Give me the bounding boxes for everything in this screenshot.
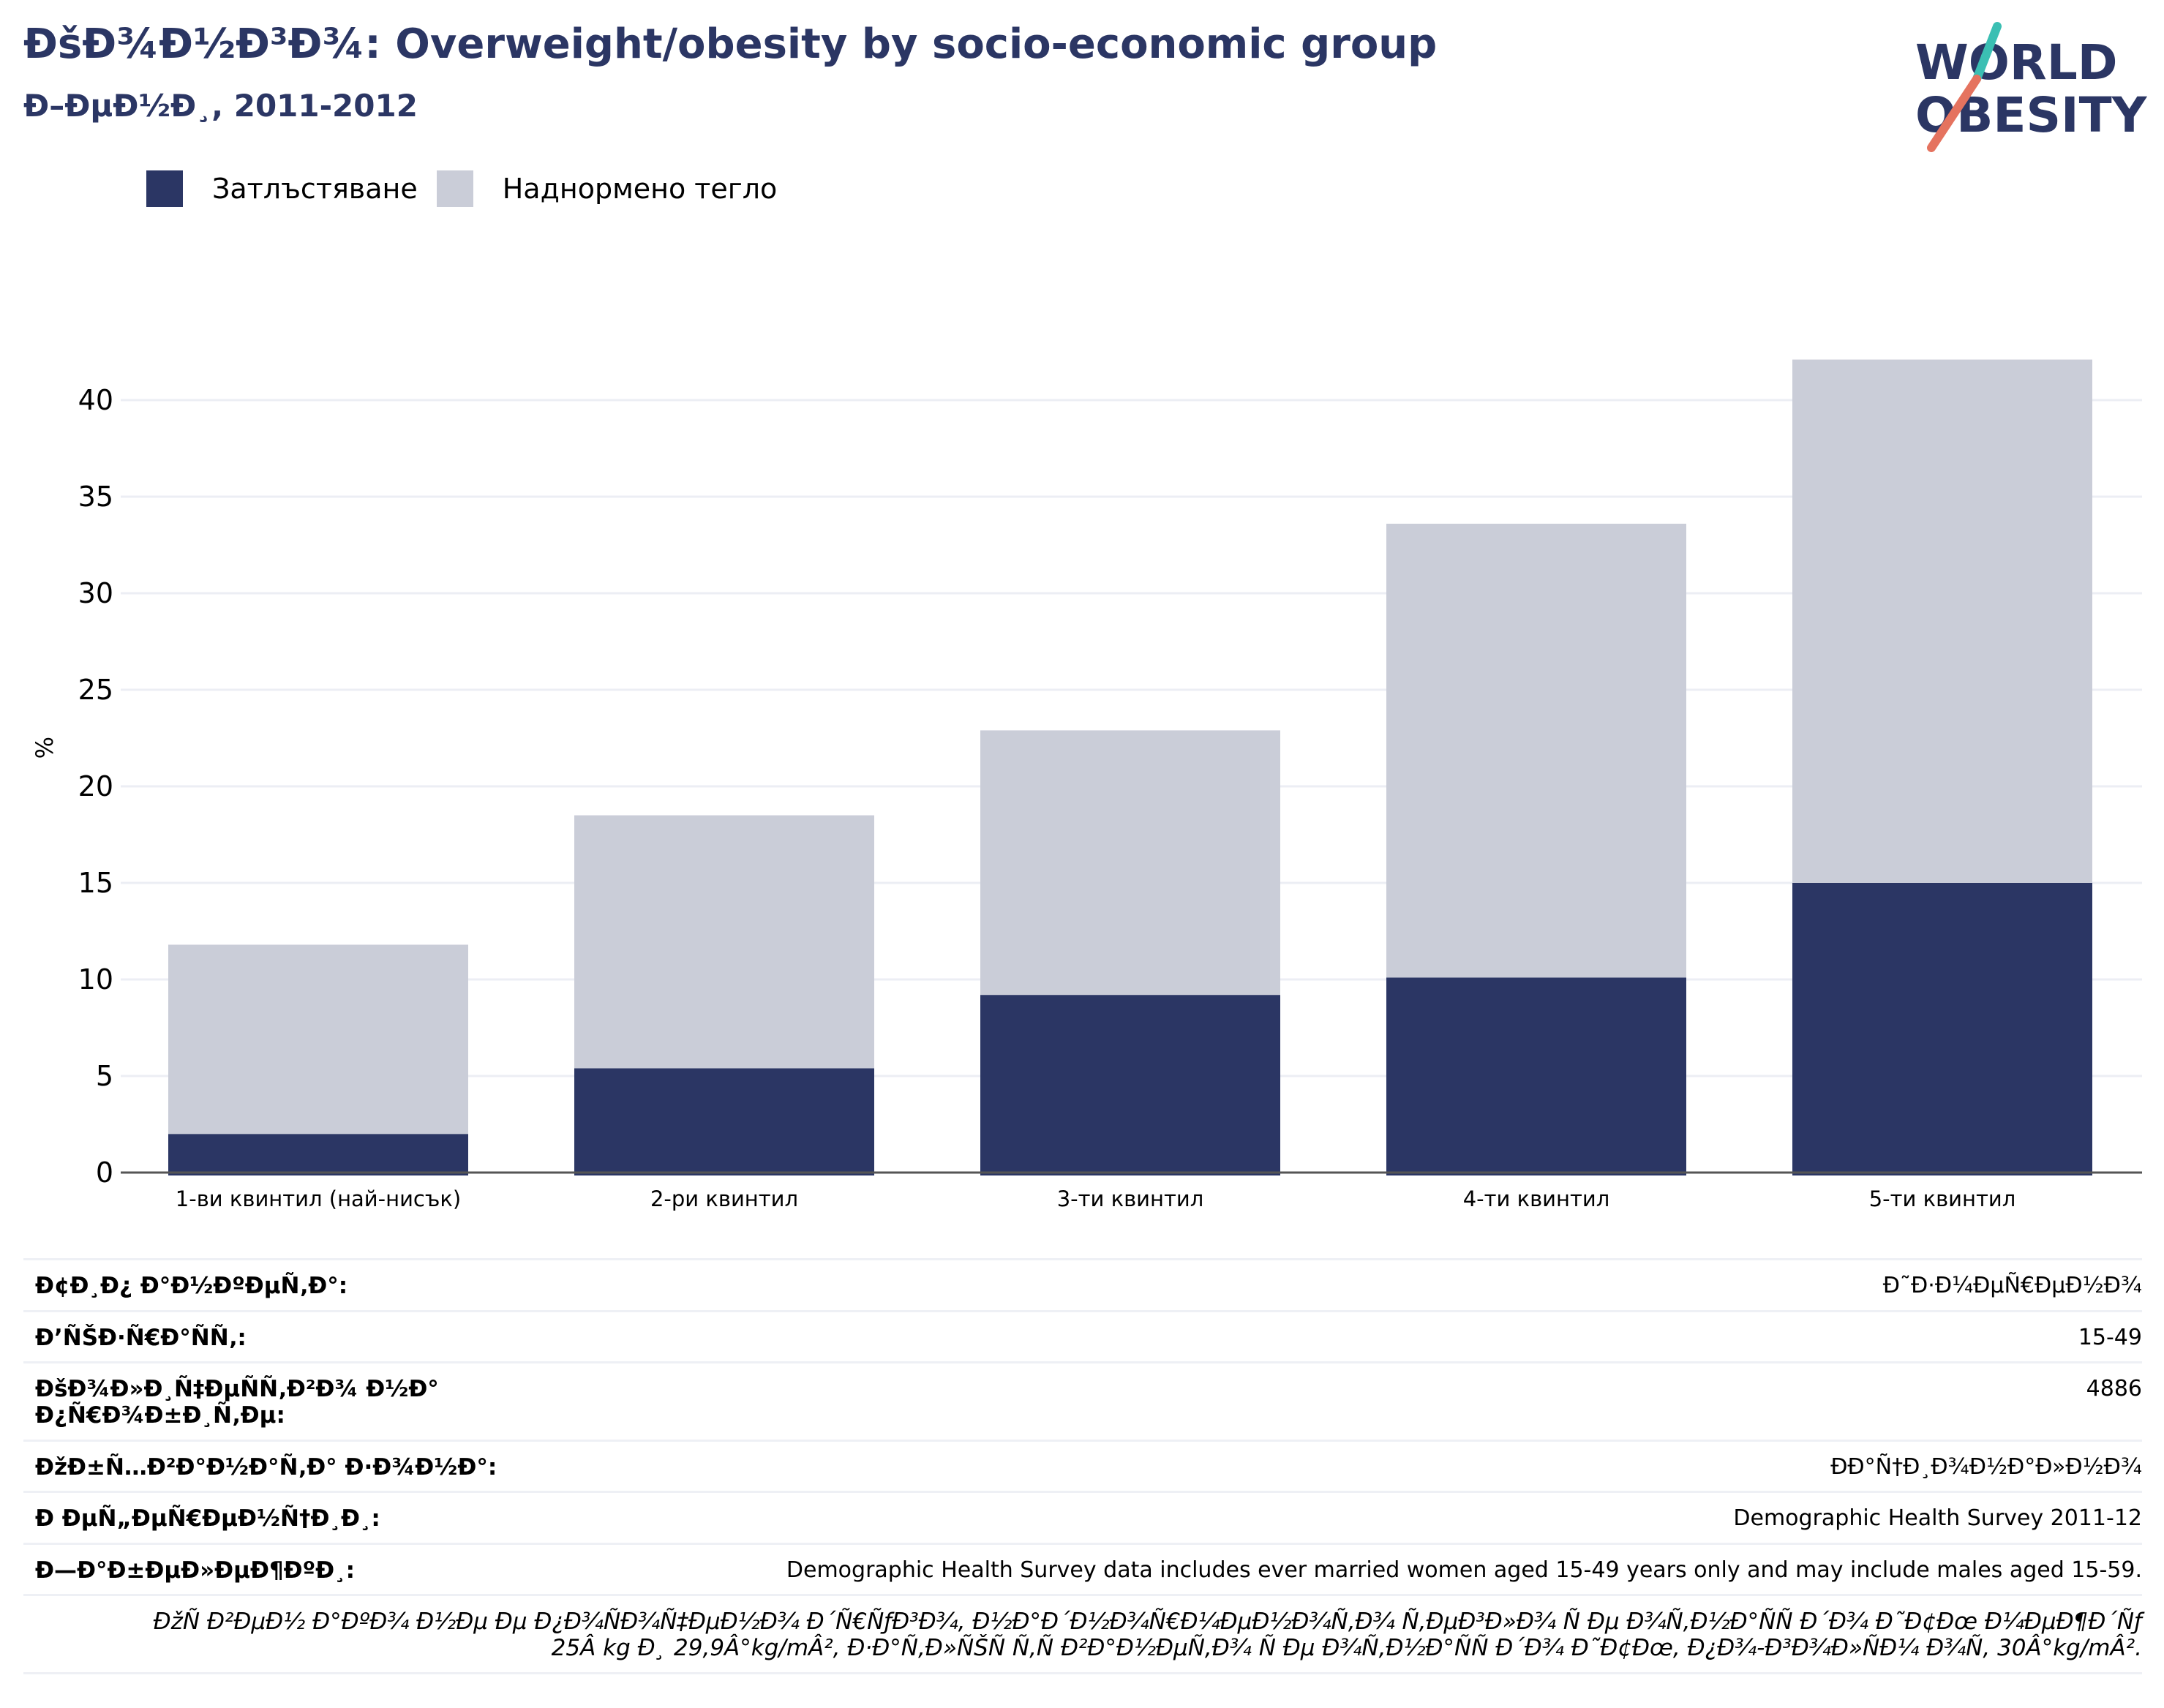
bar-segment-overweight bbox=[574, 815, 874, 1069]
legend-swatch-obesity bbox=[146, 170, 183, 207]
logo-slash-coral bbox=[1927, 75, 1981, 152]
x-tick-label: 3-ти квинтил bbox=[1057, 1186, 1204, 1211]
x-tick-label: 4-ти квинтил bbox=[1463, 1186, 1610, 1211]
meta-row-footnote: ÐžÑ Ð²ÐµÐ½ Ð°ÐºÐ¾ Ð½Ðµ Ðµ Ð¿Ð¾ÑÐ¾Ñ‡ÐµÐ½Ð… bbox=[23, 1594, 2142, 1674]
bar-segment-obesity bbox=[1792, 883, 2092, 1175]
x-tick-label: 1-ви квинтил (най-нисък) bbox=[176, 1186, 461, 1211]
legend-label-overweight: Наднормено тегло bbox=[502, 173, 778, 205]
legend-swatch-overweight bbox=[436, 170, 473, 207]
bar-segment-obesity bbox=[980, 995, 1280, 1175]
meta-value: 15-49 bbox=[2078, 1324, 2142, 1350]
y-tick-label: 5 bbox=[96, 1060, 113, 1092]
y-tick-label: 25 bbox=[78, 674, 113, 706]
meta-label: Ð—Ð°Ð±ÐµÐ»ÐµÐ¶ÐºÐ¸: bbox=[35, 1557, 355, 1584]
meta-value: Demographic Health Survey 2011-12 bbox=[1733, 1505, 2142, 1532]
chart-title: ÐšÐ¾Ð½Ð³Ð¾: Overweight/obesity by socio-… bbox=[23, 20, 1438, 68]
logo-text-world: WORLD bbox=[1915, 34, 2118, 91]
x-tick-label: 5-ти квинтил bbox=[1869, 1186, 2016, 1211]
y-tick-label: 15 bbox=[78, 867, 113, 899]
legend-label-obesity: Затлъстяване bbox=[212, 173, 418, 205]
bar-segment-obesity bbox=[168, 1134, 468, 1175]
y-tick-label: 40 bbox=[78, 384, 113, 416]
y-tick-label: 30 bbox=[78, 577, 113, 609]
bar-segment-overweight bbox=[168, 944, 468, 1135]
footnote-text: ÐžÑ Ð²ÐµÐ½ Ð°ÐºÐ¾ Ð½Ðµ Ðµ Ð¿Ð¾ÑÐ¾Ñ‡ÐµÐ½Ð… bbox=[153, 1609, 2142, 1662]
meta-label: Ð’ÑŠÐ·Ñ€Ð°ÑÑ‚: bbox=[35, 1324, 247, 1351]
y-tick-label: 10 bbox=[78, 963, 113, 996]
meta-row-area-covered: ÐžÐ±Ñ…Ð²Ð°Ð½Ð°Ñ‚Ð° Ð·Ð¾Ð½Ð°: ÐÐ°Ñ†Ð¸Ð¾Ð½… bbox=[23, 1439, 2142, 1491]
legend-item-obesity[interactable]: Затлъстяване bbox=[146, 170, 418, 207]
y-axis-label: % bbox=[31, 737, 59, 759]
meta-label: ÐžÐ±Ñ…Ð²Ð°Ð½Ð°Ñ‚Ð° Ð·Ð¾Ð½Ð°: bbox=[35, 1453, 497, 1481]
bar-segment-obesity bbox=[574, 1068, 874, 1175]
meta-row-sample-size: ÐšÐ¾Ð»Ð¸Ñ‡ÐµÑÑ‚Ð²Ð¾ Ð½Ð° Ð¿Ñ€Ð¾Ð±Ð¸Ñ‚Ðµ:… bbox=[23, 1361, 2142, 1439]
x-tick-label: 2-ри квинтил bbox=[650, 1186, 798, 1211]
chart-subtitle: Ð–ÐµÐ½Ð¸, 2011-2012 bbox=[23, 88, 418, 124]
meta-row-notes: Ð—Ð°Ð±ÐµÐ»ÐµÐ¶ÐºÐ¸: Demographic Health S… bbox=[23, 1542, 2142, 1595]
y-tick-label: 0 bbox=[96, 1156, 113, 1189]
stacked-bar-chart: 0 5 10 15 20 25 30 35 40% 1-ви квинтил (най-нисък… bbox=[31, 359, 2142, 1211]
bar-segment-overweight bbox=[1386, 523, 1686, 978]
chart-legend: Затлъстяване Наднормено тегло bbox=[146, 167, 793, 211]
meta-label: Ð¢Ð¸Ð¿ Ð°Ð½ÐºÐµÑ‚Ð°: bbox=[35, 1273, 348, 1299]
y-tick-label: 35 bbox=[78, 481, 113, 513]
bar-segment-overweight bbox=[1792, 359, 2092, 883]
bar-segment-obesity bbox=[1386, 977, 1686, 1175]
world-obesity-logo: WORLD OBESITY bbox=[1915, 22, 2148, 152]
logo-slash-teal bbox=[1972, 22, 2002, 83]
meta-row-age: Ð’ÑŠÐ·Ñ€Ð°ÑÑ‚: 15-49 bbox=[23, 1309, 2142, 1362]
meta-value: 4886 bbox=[2086, 1376, 2142, 1402]
meta-value: ÐÐ°Ñ†Ð¸Ð¾Ð½Ð°Ð»Ð½Ð¾ bbox=[1830, 1453, 2142, 1480]
y-tick-label: 20 bbox=[78, 770, 113, 802]
bar-segment-overweight bbox=[980, 730, 1280, 996]
legend-item-overweight[interactable]: Наднормено тегло bbox=[436, 170, 778, 207]
metadata-table: Ð¢Ð¸Ð¿ Ð°Ð½ÐºÐµÑ‚Ð°: Ð˜Ð·Ð¼ÐµÑ€ÐµÐ½Ð¾ Ð’… bbox=[23, 1258, 2142, 1674]
meta-value: Demographic Health Survey data includes … bbox=[786, 1557, 2142, 1583]
meta-row-survey-type: Ð¢Ð¸Ð¿ Ð°Ð½ÐºÐµÑ‚Ð°: Ð˜Ð·Ð¼ÐµÑ€ÐµÐ½Ð¾ bbox=[23, 1258, 2142, 1310]
meta-label: ÐšÐ¾Ð»Ð¸Ñ‡ÐµÑÑ‚Ð²Ð¾ Ð½Ð° Ð¿Ñ€Ð¾Ð±Ð¸Ñ‚Ðµ: bbox=[35, 1376, 439, 1429]
meta-label: Ð ÐµÑ„ÐµÑ€ÐµÐ½Ñ†Ð¸Ð¸: bbox=[35, 1505, 380, 1532]
meta-value: Ð˜Ð·Ð¼ÐµÑ€ÐµÐ½Ð¾ bbox=[1882, 1273, 2142, 1298]
meta-row-references: Ð ÐµÑ„ÐµÑ€ÐµÐ½Ñ†Ð¸Ð¸: Demographic Health… bbox=[23, 1491, 2142, 1543]
